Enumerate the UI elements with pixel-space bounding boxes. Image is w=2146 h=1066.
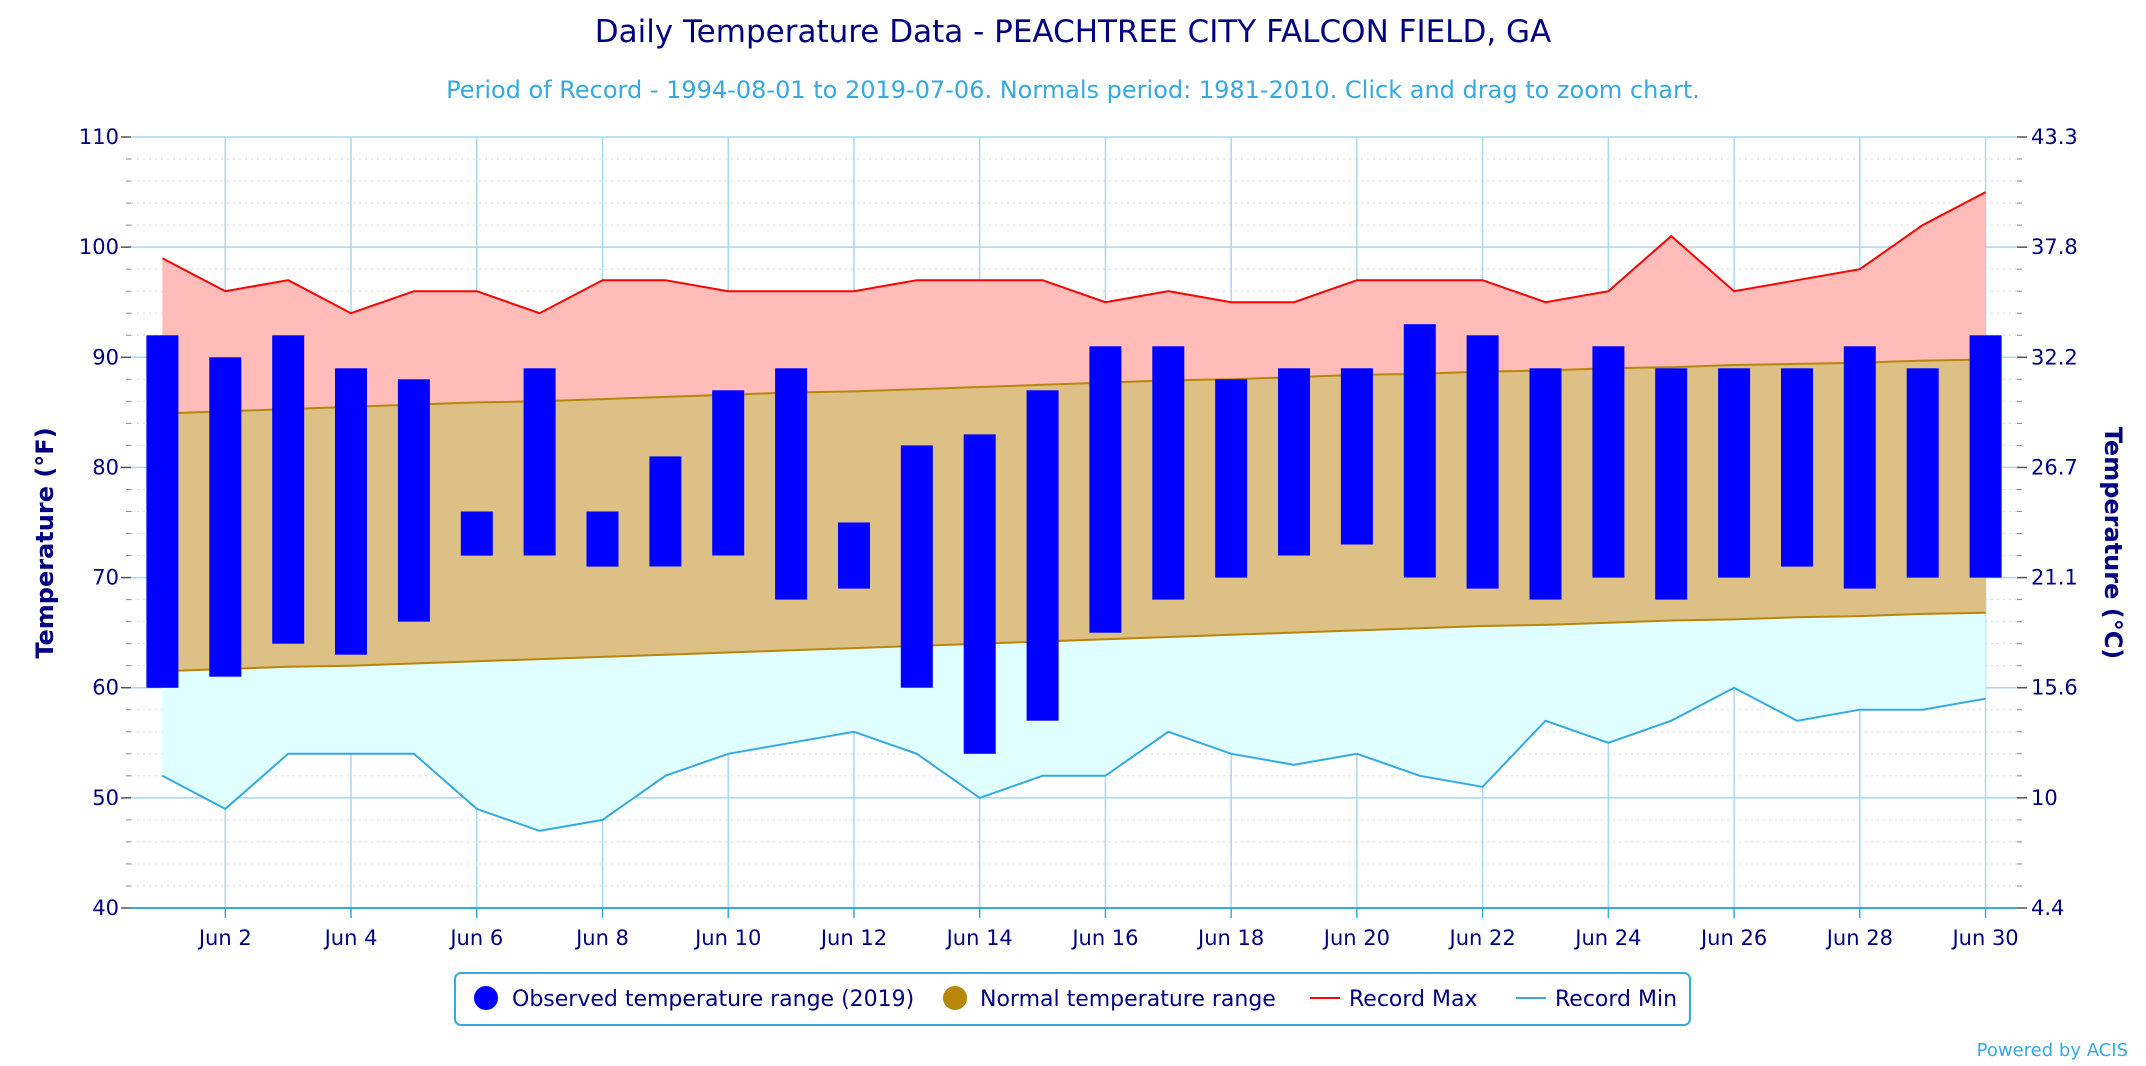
y-axis-title-right: Temperature (°C) bbox=[2099, 427, 2127, 660]
observed-bar bbox=[460, 511, 493, 556]
y-tick-label-right: 37.8 bbox=[2031, 235, 2078, 259]
observed-bar bbox=[1843, 346, 1876, 589]
observed-bar bbox=[712, 390, 745, 556]
y-tick-label-right: 4.4 bbox=[2031, 896, 2064, 920]
observed-bar bbox=[1403, 324, 1436, 578]
legend: Observed temperature range (2019) Normal… bbox=[454, 972, 1691, 1026]
x-tick-label: Jun 10 bbox=[693, 926, 761, 950]
y-tick-label-right: 15.6 bbox=[2031, 676, 2078, 700]
axes: 110 100 90 80 70 60 50 40 43.3 37.8 32.2 26.7 21.1 15… bbox=[79, 125, 2078, 950]
y-tick-label-right: 32.2 bbox=[2031, 345, 2078, 369]
observed-bar bbox=[1466, 335, 1499, 589]
y-tick-label-right: 21.1 bbox=[2031, 566, 2078, 590]
observed-bar bbox=[838, 522, 870, 589]
observed-bar bbox=[1655, 368, 1688, 600]
legend-item-record-max[interactable]: Record Max bbox=[1310, 987, 1478, 1012]
observed-bar bbox=[1781, 368, 1813, 567]
observed-bar bbox=[1152, 346, 1185, 600]
chart-title: Daily Temperature Data - PEACHTREE CITY … bbox=[595, 14, 1552, 50]
observed-bar bbox=[1718, 368, 1751, 578]
observed-bar bbox=[963, 434, 996, 754]
x-tick-label: Jun 2 bbox=[197, 926, 252, 950]
x-tick-label: Jun 16 bbox=[1070, 926, 1138, 950]
observed-bar bbox=[523, 368, 556, 556]
observed-bar bbox=[775, 368, 808, 600]
observed-bar bbox=[1026, 390, 1059, 721]
y-tick-label-left: 50 bbox=[92, 786, 119, 810]
x-tick-label: Jun 12 bbox=[819, 926, 887, 950]
observed-bar bbox=[1340, 368, 1373, 545]
observed-bar bbox=[335, 368, 367, 655]
observed-bar bbox=[209, 357, 242, 677]
legend-item-record-min[interactable]: Record Min bbox=[1516, 987, 1677, 1012]
observed-bar bbox=[1969, 335, 2002, 578]
y-tick-label-left: 40 bbox=[92, 896, 119, 920]
y-tick-label-right: 43.3 bbox=[2031, 125, 2078, 149]
credit-link[interactable]: Powered by ACIS bbox=[1977, 1040, 2128, 1061]
y-tick-label-left: 110 bbox=[79, 125, 119, 149]
legend-box bbox=[454, 972, 1691, 1026]
x-tick-label: Jun 20 bbox=[1322, 926, 1390, 950]
legend-label-record-min: Record Min bbox=[1555, 987, 1677, 1012]
x-tick-label: Jun 22 bbox=[1448, 926, 1516, 950]
x-tick-label: Jun 8 bbox=[574, 926, 629, 950]
record-min-line bbox=[161, 686, 1986, 832]
observed-bar bbox=[1278, 368, 1310, 556]
y-axis-title-left: Temperature (°F) bbox=[31, 427, 59, 658]
y-tick-label-left: 60 bbox=[92, 676, 119, 700]
x-tick-label: Jun 30 bbox=[1950, 926, 2018, 950]
y-tick-label-right: 10 bbox=[2031, 786, 2058, 810]
observed-bar bbox=[1592, 346, 1625, 578]
observed-bar bbox=[900, 445, 933, 688]
legend-label-normal: Normal temperature range bbox=[980, 987, 1276, 1012]
observed-bar bbox=[1529, 368, 1562, 600]
x-tick-label: Jun 26 bbox=[1699, 926, 1767, 950]
legend-item-observed[interactable]: Observed temperature range (2019) bbox=[474, 986, 914, 1012]
record-max-area bbox=[162, 192, 1986, 414]
observed-bar bbox=[1215, 379, 1248, 578]
record-min-area bbox=[162, 612, 1986, 831]
x-tick-label: Jun 18 bbox=[1196, 926, 1264, 950]
observed-bar bbox=[649, 456, 682, 567]
observed-bar bbox=[146, 335, 179, 688]
x-tick-label: Jun 4 bbox=[323, 926, 378, 950]
observed-bar bbox=[397, 379, 430, 622]
chart-subtitle: Period of Record - 1994-08-01 to 2019-07… bbox=[446, 76, 1700, 104]
legend-item-normal[interactable]: Normal temperature range bbox=[943, 986, 1276, 1012]
legend-symbol-normal bbox=[943, 986, 967, 1010]
observed-bar bbox=[272, 335, 305, 644]
normal-high-line bbox=[162, 358, 1986, 415]
y-tick-label-left: 90 bbox=[92, 345, 119, 369]
observed-bar bbox=[586, 511, 619, 567]
y-tick-label-right: 26.7 bbox=[2031, 455, 2078, 479]
observed-bar bbox=[1089, 346, 1122, 633]
y-tick-label-left: 80 bbox=[92, 455, 119, 479]
legend-label-record-max: Record Max bbox=[1349, 987, 1478, 1012]
legend-symbol-observed bbox=[474, 986, 498, 1010]
x-tick-label: Jun 28 bbox=[1825, 926, 1893, 950]
y-tick-label-left: 100 bbox=[79, 235, 119, 259]
legend-label-observed: Observed temperature range (2019) bbox=[512, 987, 914, 1012]
normal-low-line bbox=[162, 611, 1986, 673]
y-tick-label-left: 70 bbox=[92, 566, 119, 590]
observed-bar bbox=[1906, 368, 1939, 578]
record-max-line bbox=[161, 191, 1987, 315]
x-tick-label: Jun 14 bbox=[945, 926, 1013, 950]
series-layer bbox=[146, 191, 2002, 832]
x-tick-label: Jun 6 bbox=[448, 926, 503, 950]
x-tick-label: Jun 24 bbox=[1573, 926, 1641, 950]
